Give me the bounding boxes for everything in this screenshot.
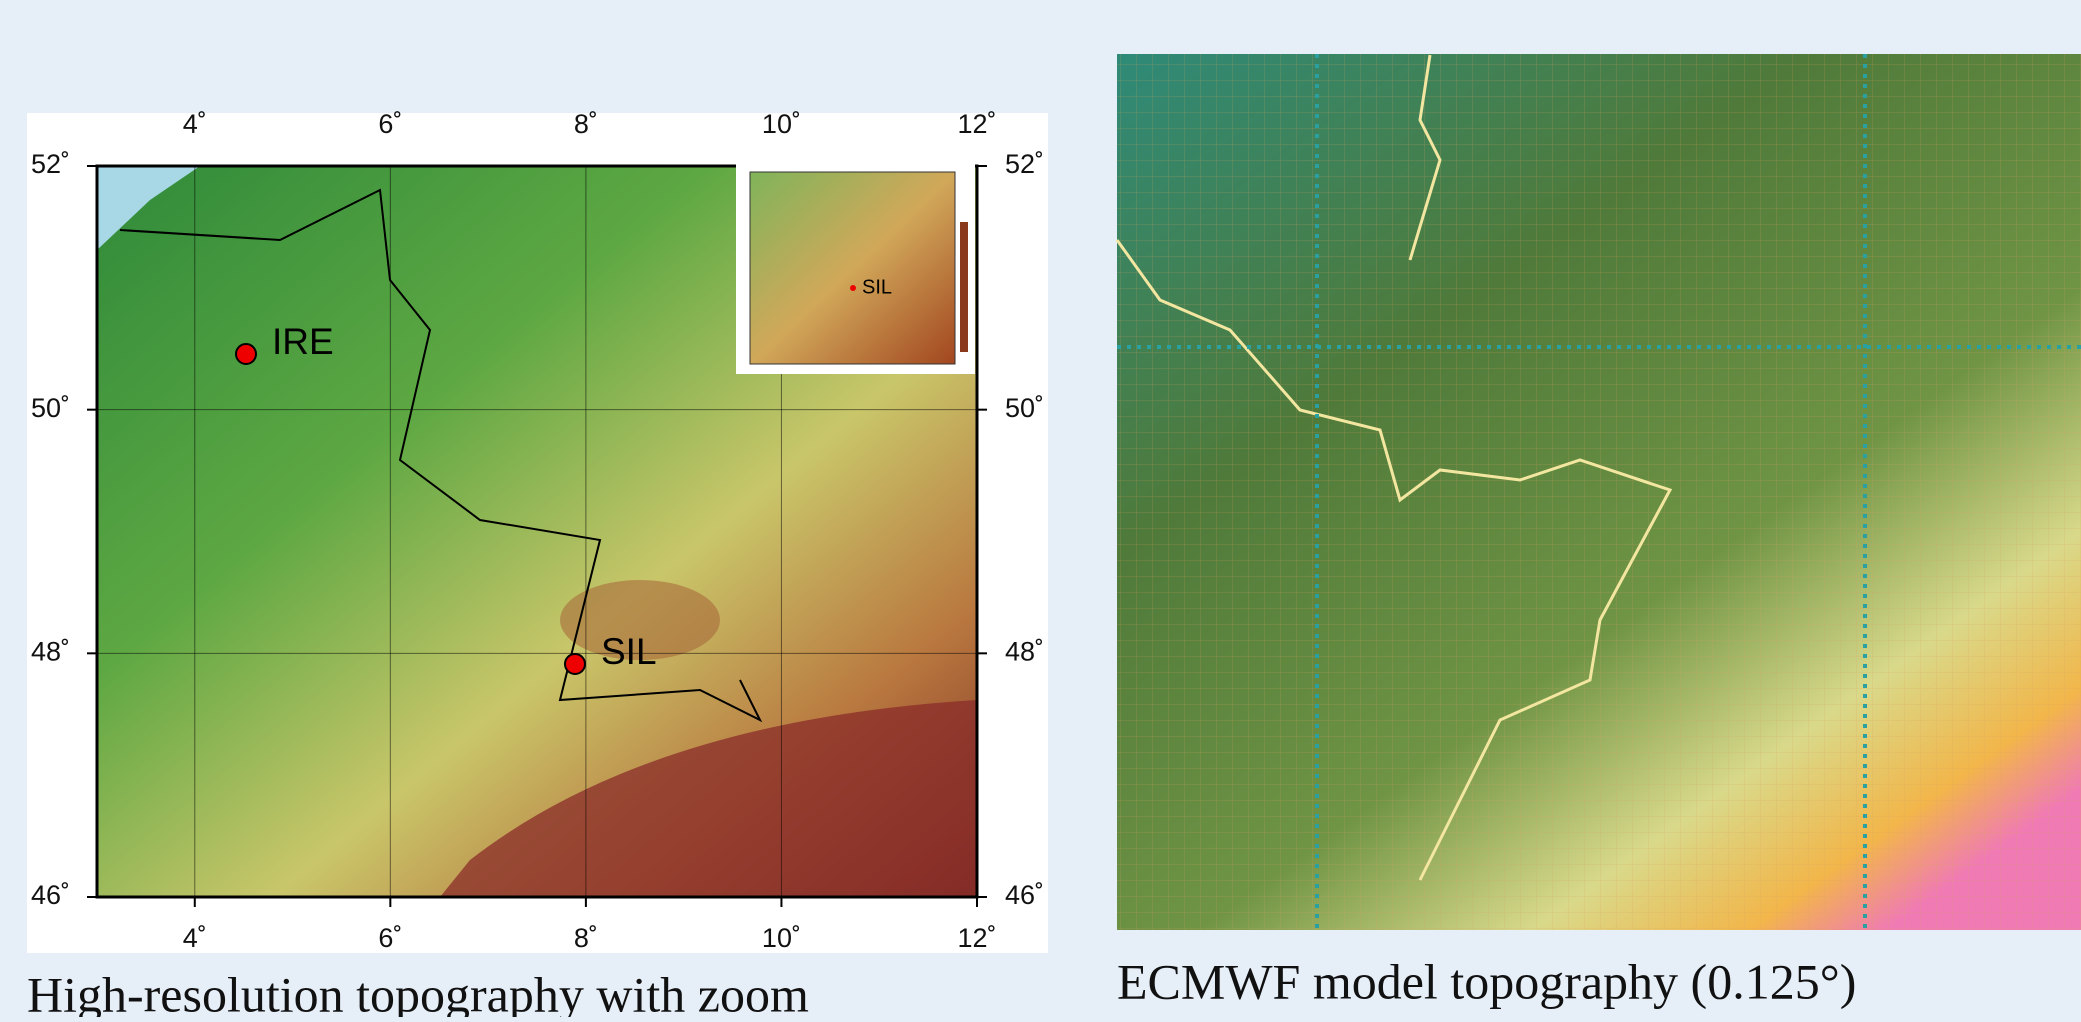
x-tick-label: 4˚: [183, 109, 207, 139]
inset-marker: [850, 285, 856, 291]
x-tick-label: 8˚: [574, 923, 598, 953]
y-tick-label: 52˚: [31, 149, 70, 179]
y-tick-label: 50˚: [1005, 393, 1044, 423]
station-label: IRE: [272, 321, 334, 362]
inset-label: SIL: [862, 276, 892, 298]
page: {"left_map": { "xlim": [3, 12], "ylim": …: [0, 0, 2081, 1017]
y-tick-label: 48˚: [1005, 636, 1044, 666]
figure: IRE SIL SIL High-resolution topography w…: [0, 0, 2081, 1017]
station-marker: [565, 654, 585, 674]
y-tick-label: 48˚: [31, 636, 70, 666]
y-tick-label: 52˚: [1005, 149, 1044, 179]
inset-colorbar: [960, 222, 968, 352]
x-tick-label: 4˚: [183, 923, 207, 953]
y-tick-label: 50˚: [31, 393, 70, 423]
x-tick-label: 12˚: [957, 109, 996, 139]
left-map: IRE SIL SIL: [97, 159, 977, 897]
x-tick-label: 6˚: [378, 109, 402, 139]
inset-map: [750, 172, 955, 364]
station-label: SIL: [601, 631, 657, 672]
x-tick-label: 8˚: [574, 109, 598, 139]
x-tick-label: 10˚: [762, 109, 801, 139]
x-tick-label: 10˚: [762, 923, 801, 953]
x-tick-label: 12˚: [957, 923, 996, 953]
y-tick-label: 46˚: [31, 880, 70, 910]
x-tick-label: 6˚: [378, 923, 402, 953]
model-grid: [1117, 54, 2081, 930]
caption: High-resolution topography with zoom: [27, 966, 809, 1017]
caption: ECMWF model topography (0.125°): [1117, 953, 1856, 1009]
station-marker: [236, 344, 256, 364]
y-tick-label: 46˚: [1005, 880, 1044, 910]
